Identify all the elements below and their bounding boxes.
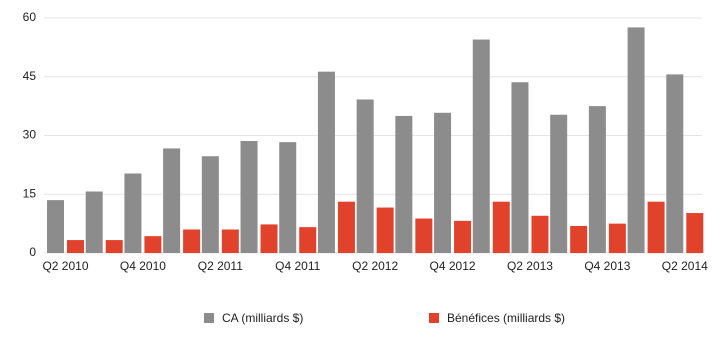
x-tick-label: Q2 2010 bbox=[42, 259, 88, 273]
bar bbox=[608, 223, 626, 253]
bar bbox=[686, 213, 704, 253]
legend-swatch bbox=[204, 313, 214, 323]
y-tick-label: 15 bbox=[23, 186, 37, 200]
bar bbox=[511, 82, 529, 253]
bar bbox=[47, 200, 64, 253]
bar bbox=[627, 27, 645, 254]
bar bbox=[454, 220, 472, 253]
bar bbox=[85, 191, 103, 253]
bar bbox=[415, 218, 433, 253]
bar bbox=[279, 142, 297, 253]
bar bbox=[434, 112, 452, 254]
x-tick-label: Q2 2011 bbox=[198, 259, 243, 273]
bar bbox=[144, 236, 162, 253]
legend-label: Bénéfices (milliards $) bbox=[447, 311, 565, 325]
legend-swatch bbox=[429, 313, 439, 323]
bar bbox=[531, 215, 549, 253]
x-tick-label: Q2 2012 bbox=[352, 259, 398, 273]
bar bbox=[105, 240, 123, 253]
x-tick-label: Q4 2013 bbox=[584, 259, 630, 273]
bar bbox=[550, 114, 568, 253]
x-tick-label: Q4 2010 bbox=[120, 259, 166, 273]
bar bbox=[163, 148, 181, 253]
bar bbox=[67, 240, 84, 253]
bar bbox=[240, 140, 258, 253]
bar bbox=[356, 99, 374, 253]
bar bbox=[492, 201, 510, 253]
bar bbox=[588, 106, 606, 253]
bar bbox=[395, 115, 413, 254]
bar bbox=[201, 156, 219, 253]
bar bbox=[260, 224, 278, 253]
bar bbox=[221, 229, 239, 253]
legend-label: CA (milliards $) bbox=[222, 311, 303, 325]
bar bbox=[299, 227, 317, 253]
x-tick-label: Q2 2013 bbox=[507, 259, 553, 273]
bar bbox=[317, 71, 335, 254]
y-tick-label: 60 bbox=[23, 10, 37, 24]
y-tick-label: 30 bbox=[23, 128, 37, 142]
bar bbox=[376, 207, 394, 253]
bar bbox=[124, 173, 142, 253]
y-tick-label: 0 bbox=[29, 245, 36, 259]
bar bbox=[570, 225, 588, 253]
bar bbox=[666, 74, 684, 254]
bar bbox=[337, 201, 355, 253]
x-tick-label: Q4 2012 bbox=[430, 259, 476, 273]
bar bbox=[472, 39, 490, 253]
y-tick-label: 45 bbox=[23, 69, 37, 83]
x-tick-label: Q2 2014 bbox=[662, 259, 708, 273]
bar bbox=[647, 201, 665, 253]
x-tick-label: Q4 2011 bbox=[275, 259, 320, 273]
bar bbox=[183, 229, 201, 253]
